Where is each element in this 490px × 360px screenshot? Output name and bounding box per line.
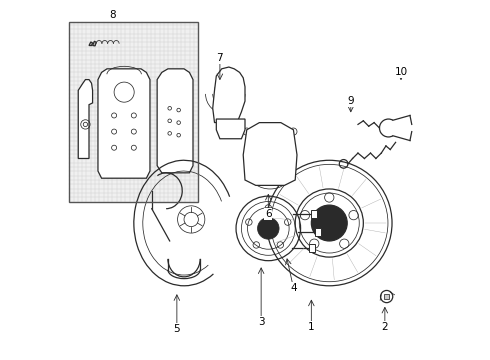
Text: 3: 3 — [258, 317, 265, 327]
Polygon shape — [89, 42, 93, 45]
Text: 7: 7 — [217, 53, 223, 63]
Polygon shape — [385, 294, 389, 300]
Text: 6: 6 — [265, 209, 271, 219]
Polygon shape — [216, 119, 245, 139]
Circle shape — [311, 205, 347, 241]
Polygon shape — [213, 67, 245, 123]
Text: 8: 8 — [109, 10, 116, 20]
Text: 2: 2 — [382, 322, 388, 332]
Bar — [69, 22, 198, 202]
Text: 9: 9 — [347, 96, 354, 106]
Polygon shape — [98, 69, 150, 178]
Bar — [309, 244, 315, 252]
Polygon shape — [243, 123, 297, 185]
Circle shape — [258, 218, 279, 239]
Bar — [315, 228, 321, 236]
Polygon shape — [78, 80, 93, 158]
Bar — [311, 210, 317, 219]
Bar — [69, 22, 198, 202]
Text: 4: 4 — [290, 283, 297, 293]
Text: 5: 5 — [173, 324, 180, 334]
Text: 1: 1 — [308, 322, 315, 332]
Text: 10: 10 — [394, 67, 408, 77]
Polygon shape — [157, 69, 193, 173]
Polygon shape — [93, 41, 96, 46]
